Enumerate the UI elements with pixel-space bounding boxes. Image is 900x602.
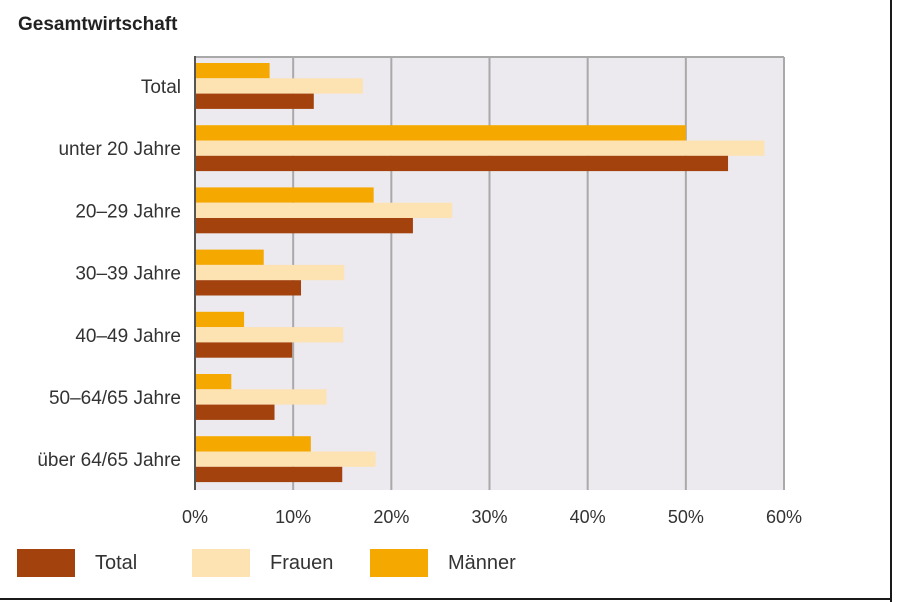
bar-50-64-65-jahre-manner xyxy=(195,374,232,390)
category-label-30-39-jahre: 30–39 Jahre xyxy=(75,264,181,285)
bar-total-total xyxy=(195,93,314,109)
bar-30-39-jahre-total xyxy=(195,280,302,296)
bar-20-29-jahre-total xyxy=(195,218,413,234)
category-label-unter-20-jahre: unter 20 Jahre xyxy=(58,139,181,160)
bar-40-49-jahre-manner xyxy=(195,311,245,328)
category-label-50-64-65-jahre: 50–64/65 Jahre xyxy=(49,388,181,409)
category-label-uber-64-65-jahre: über 64/65 Jahre xyxy=(37,450,181,471)
bar-30-39-jahre-frauen xyxy=(195,264,345,281)
legend-swatch-frauen xyxy=(192,549,250,577)
legend-item-maenner: Männer xyxy=(370,549,516,577)
bar-total-frauen xyxy=(195,78,363,94)
bar-uber-64-65-jahre-manner xyxy=(195,436,311,452)
legend-swatch-total xyxy=(17,549,75,577)
x-tick-label-0: 0% xyxy=(182,507,208,527)
legend-item-frauen: Frauen xyxy=(192,549,333,577)
legend-item-total: Total xyxy=(17,549,137,577)
x-tick-label-50: 50% xyxy=(668,507,704,527)
bar-uber-64-65-jahre-total xyxy=(195,466,343,483)
bar-40-49-jahre-total xyxy=(195,342,293,358)
x-tick-label-10: 10% xyxy=(275,507,311,527)
bar-20-29-jahre-frauen xyxy=(195,202,453,218)
frame-border-bottom xyxy=(0,598,892,600)
bar-20-29-jahre-manner xyxy=(195,187,374,203)
bar-total-manner xyxy=(195,63,270,79)
x-tick-label-40: 40% xyxy=(570,507,606,527)
category-label-40-49-jahre: 40–49 Jahre xyxy=(75,326,181,347)
bar-unter-20-jahre-manner xyxy=(195,125,686,141)
legend-label-total: Total xyxy=(95,551,138,574)
chart-title: Gesamtwirtschaft xyxy=(18,14,178,35)
bar-unter-20-jahre-total xyxy=(195,155,729,172)
bar-uber-64-65-jahre-frauen xyxy=(195,451,376,467)
frame-border-right xyxy=(890,0,892,602)
x-tick-label-20: 20% xyxy=(373,507,409,527)
bar-unter-20-jahre-frauen xyxy=(195,140,765,156)
bar-40-49-jahre-frauen xyxy=(195,327,344,343)
category-label-total: Total xyxy=(141,77,181,98)
legend-label-maenner: Männer xyxy=(448,551,516,574)
legend-swatch-maenner xyxy=(370,549,428,577)
x-tick-label-60: 60% xyxy=(766,507,802,527)
category-label-20-29-jahre: 20–29 Jahre xyxy=(75,201,181,222)
x-tick-label-30: 30% xyxy=(471,507,507,527)
bar-50-64-65-jahre-frauen xyxy=(195,389,327,405)
bar-30-39-jahre-manner xyxy=(195,249,264,265)
bar-50-64-65-jahre-total xyxy=(195,404,275,420)
legend-label-frauen: Frauen xyxy=(270,551,334,574)
